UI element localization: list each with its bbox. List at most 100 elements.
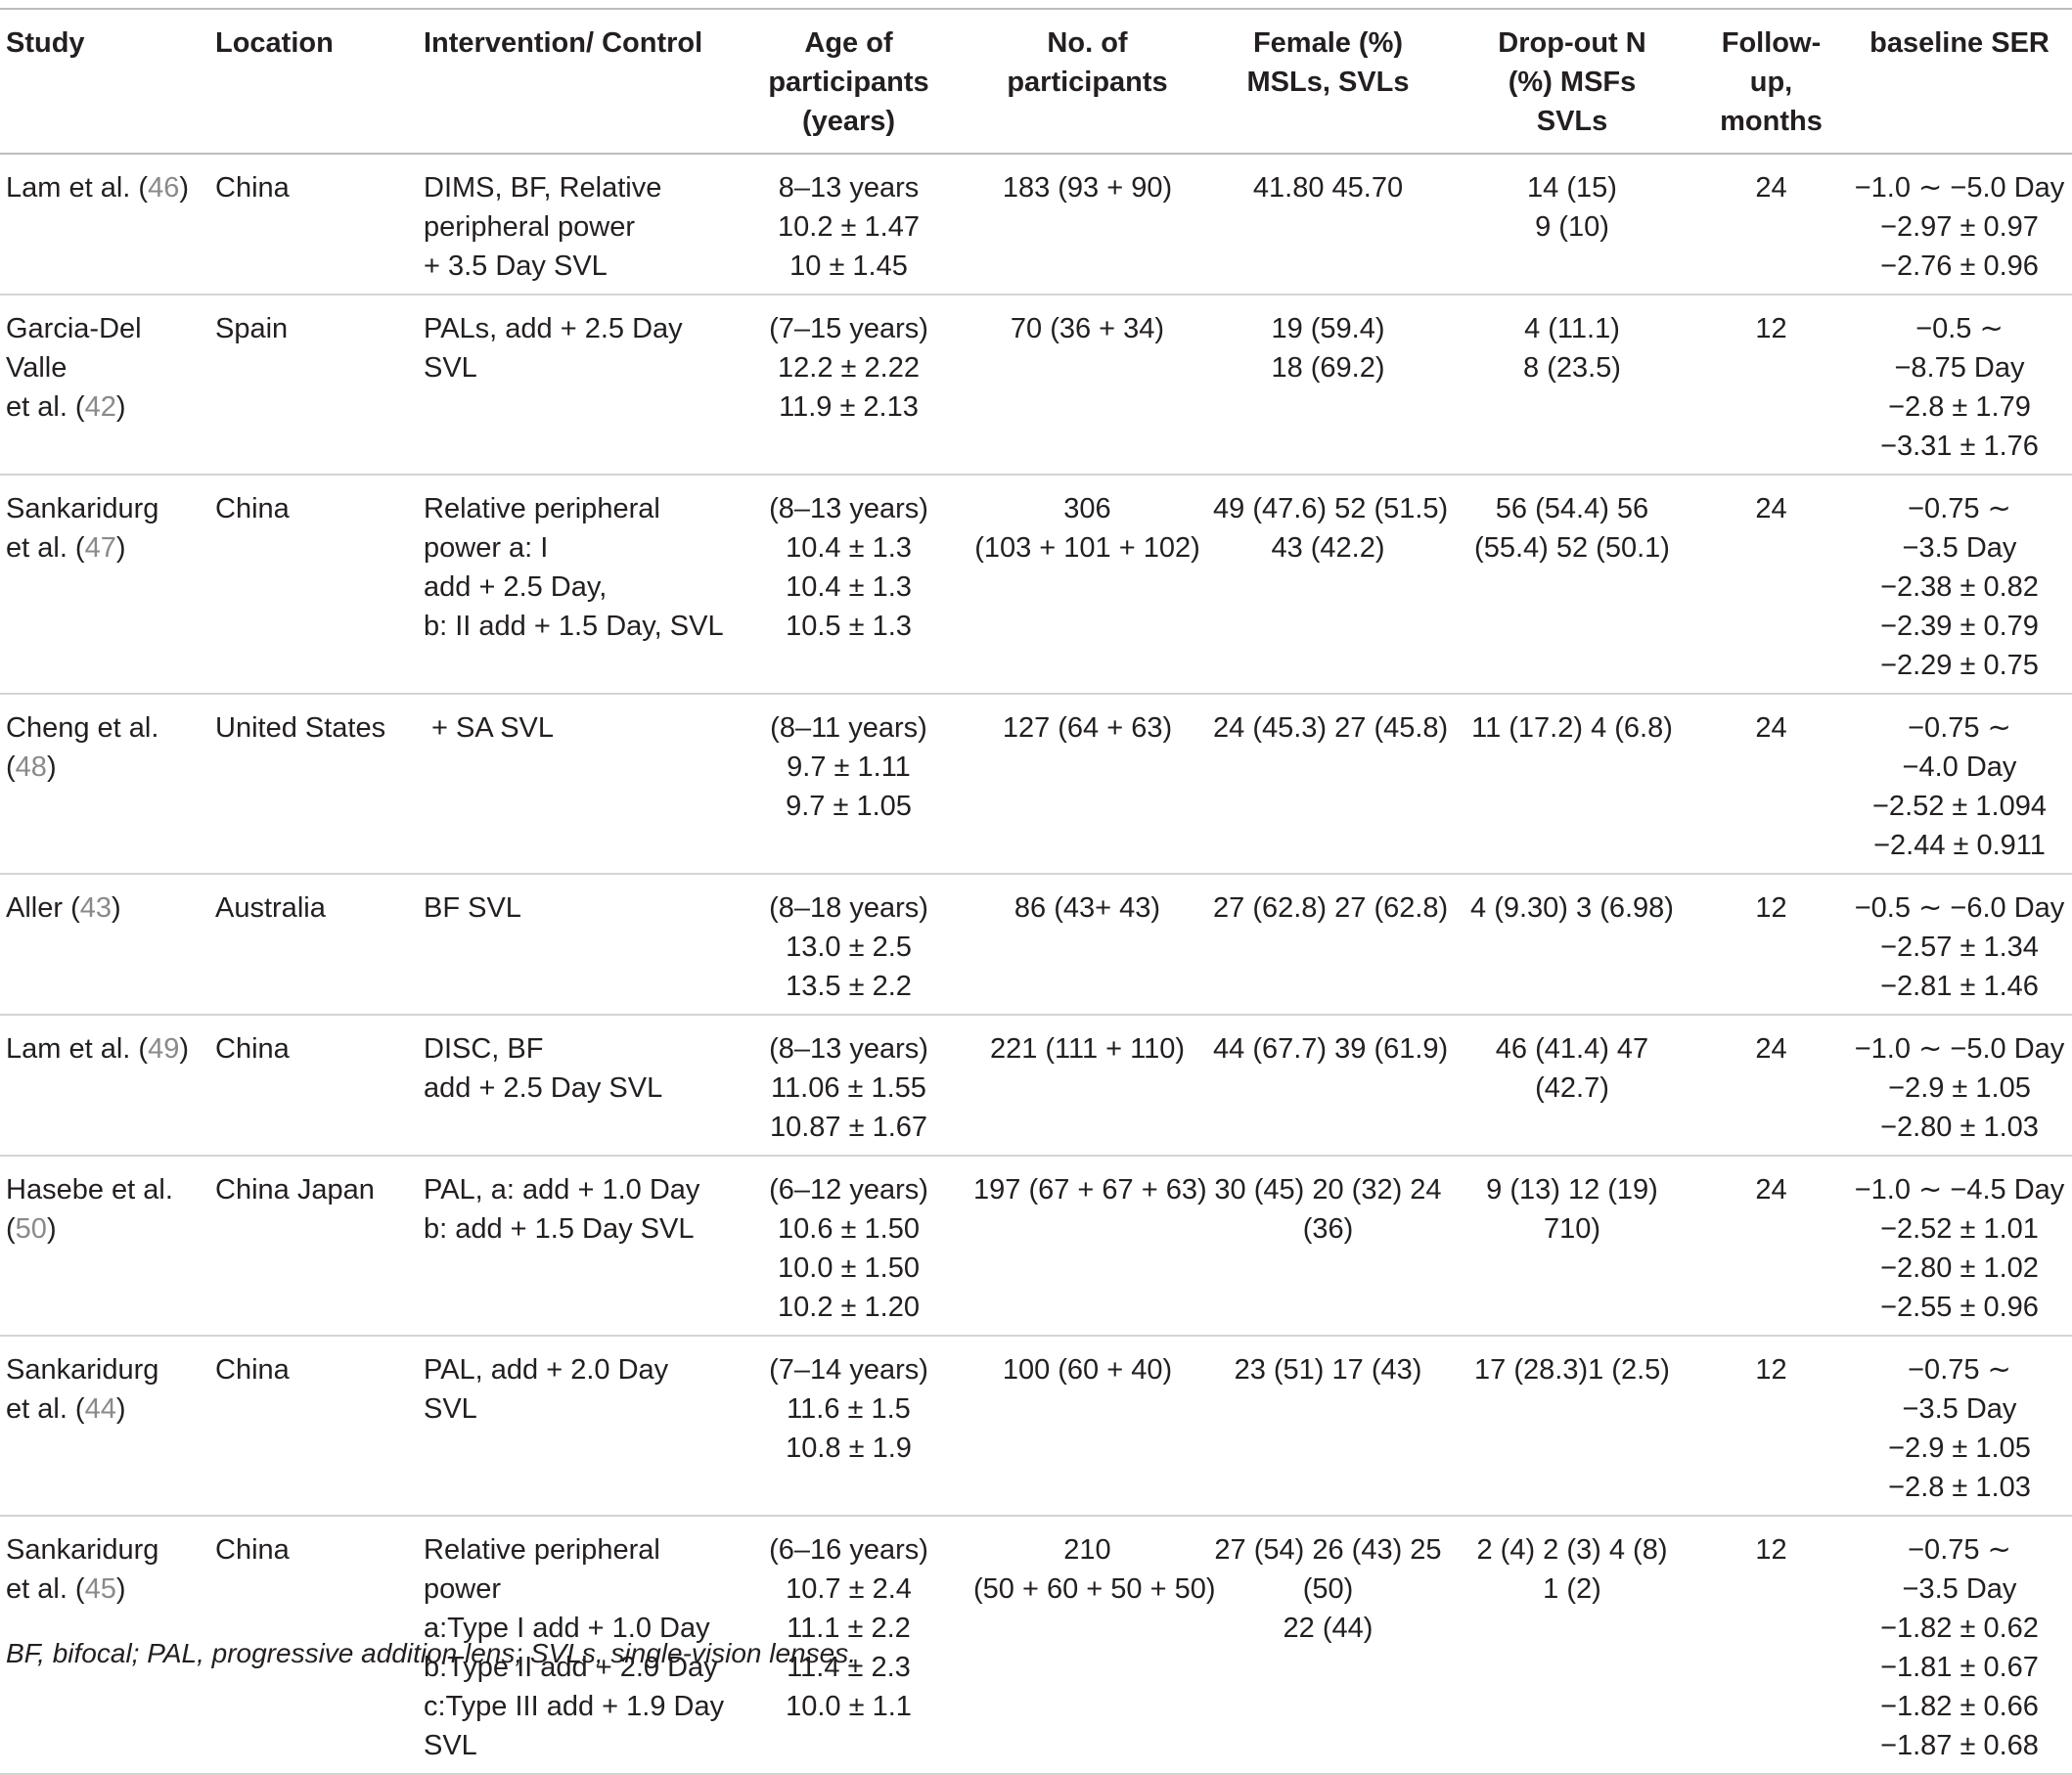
location-text-line: China: [215, 1534, 290, 1566]
ser-text-line: −1.81 ± 0.67: [1880, 1652, 2039, 1683]
reference-link[interactable]: 44: [84, 1393, 116, 1425]
header-text-line: participants: [1007, 67, 1168, 98]
cell-dropout: 46 (41.4) 47 (42.7): [1449, 1015, 1695, 1156]
header-text-line: months: [1720, 106, 1823, 137]
reference-link[interactable]: 45: [84, 1573, 116, 1605]
column-header-study: Study: [0, 9, 209, 154]
cell-ser: −0.75 ∼ −3.5 Day −2.9 ± 1.05 −2.8 ± 1.03: [1847, 1336, 2072, 1516]
ser-text-line: −2.55 ± 0.96: [1880, 1292, 2039, 1323]
ser-text-line: −1.82 ± 0.62: [1880, 1613, 2039, 1644]
header-text-line: participants: [768, 67, 929, 98]
cell-intervention: PAL, a: add + 1.0 Day b: add + 1.5 Day SV…: [418, 1156, 730, 1336]
cell-followup: 24: [1695, 475, 1847, 694]
female-text-line: 27 (62.8) 27 (62.8): [1213, 892, 1449, 924]
intervention-text-line: PALs, add + 2.5 Day: [424, 313, 683, 344]
age-text-line: 11.1 ± 2.2: [787, 1613, 911, 1644]
header-text-line: Female (%): [1252, 27, 1404, 59]
dropout-text-line: 9 (10): [1535, 211, 1609, 243]
female-text-line: 23 (51) 17 (43): [1234, 1354, 1422, 1386]
reference-link[interactable]: 48: [15, 751, 47, 783]
participants-text-line: 210: [1063, 1534, 1111, 1566]
cell-dropout: 11 (17.2) 4 (6.8): [1449, 694, 1695, 874]
age-text-line: 11.06 ± 1.55: [771, 1072, 926, 1104]
cell-followup: 12: [1695, 1516, 1847, 1774]
ser-text-line: −1.0 ∼ −5.0 Day: [1854, 1033, 2065, 1065]
study-citation-line: Sankaridurg: [6, 1350, 203, 1389]
female-text-line: 30 (45) 20 (32) 24: [1214, 1174, 1442, 1206]
study-text: Aller (: [6, 892, 80, 924]
ser-text-line: −2.8 ± 1.03: [1888, 1472, 2031, 1503]
dropout-text-line: 4 (9.30) 3 (6.98): [1470, 892, 1674, 924]
cell-study: Sankaridurg et al. (47): [0, 475, 209, 694]
age-text-line: 10.2 ± 1.20: [778, 1292, 920, 1323]
ser-text-line: −2.44 ± 0.911: [1873, 830, 2046, 861]
dropout-text-line: 56 (54.4) 56: [1495, 493, 1649, 524]
age-text-line: 11.6 ± 1.5: [787, 1393, 911, 1425]
age-text-line: (8–13 years): [769, 1033, 928, 1065]
age-text-line: 9.7 ± 1.05: [786, 791, 912, 822]
reference-link[interactable]: 42: [84, 391, 116, 423]
cell-followup: 24: [1695, 154, 1847, 295]
cell-ser: −1.0 ∼ −4.5 Day −2.52 ± 1.01 −2.80 ± 1.02 −…: [1847, 1156, 2072, 1336]
cell-followup: 24: [1695, 1156, 1847, 1336]
reference-link[interactable]: 43: [79, 892, 112, 924]
participants-text-line: 306: [1063, 493, 1111, 524]
cell-female: 19 (59.4) 18 (69.2): [1207, 295, 1449, 475]
followup-text-line: 12: [1755, 1534, 1787, 1566]
female-text-line: 43 (42.2): [1271, 532, 1385, 564]
age-text-line: 10.7 ± 2.4: [786, 1573, 912, 1605]
participants-text-line: 70 (36 + 34): [1010, 313, 1165, 344]
ser-text-line: −0.75 ∼: [1908, 1534, 2011, 1566]
cell-ser: −0.75 ∼ −4.0 Day −2.52 ± 1.094 −2.44 ± 0.91…: [1847, 694, 2072, 874]
reference-link[interactable]: 50: [15, 1213, 47, 1245]
ser-text-line: −2.8 ± 1.79: [1888, 391, 2031, 423]
ser-text-line: −0.75 ∼: [1908, 712, 2011, 744]
location-text-line: China Japan: [215, 1174, 375, 1206]
cell-participants: 306 (103 + 101 + 102): [968, 475, 1207, 694]
study-text: ): [179, 1033, 189, 1065]
age-text-line: (7–15 years): [769, 313, 928, 344]
cell-participants: 221 (111 + 110): [968, 1015, 1207, 1156]
study-text: et al. (: [6, 391, 85, 423]
reference-link[interactable]: 49: [148, 1033, 180, 1065]
location-text-line: Spain: [215, 313, 289, 344]
header-text-line: baseline SER: [1869, 27, 2049, 59]
ser-text-line: −2.38 ± 0.82: [1880, 571, 2039, 603]
intervention-text-line: SVL: [424, 1730, 477, 1761]
cell-female: 30 (45) 20 (32) 24 (36): [1207, 1156, 1449, 1336]
cell-age: (8–13 years) 10.4 ± 1.3 10.4 ± 1.3 10.5 ± 1…: [730, 475, 968, 694]
study-text: ): [115, 1393, 126, 1425]
study-text: (: [6, 751, 16, 783]
study-citation-line: Lam et al. (46): [6, 168, 203, 207]
dropout-text-line: 2 (4) 2 (3) 4 (8): [1476, 1534, 1668, 1566]
cell-participants: 100 (60 + 40): [968, 1336, 1207, 1516]
study-text: Sankaridurg: [6, 1534, 159, 1566]
age-text-line: 10.87 ± 1.67: [769, 1112, 928, 1143]
intervention-text-line: Relative peripheral: [424, 1534, 660, 1566]
dropout-text-line: 14 (15): [1527, 172, 1617, 204]
cell-location: China: [209, 475, 418, 694]
study-text: ): [46, 1213, 57, 1245]
cell-ser: −0.75 ∼ −3.5 Day −1.82 ± 0.62 −1.81 ± 0.67 −…: [1847, 1516, 2072, 1774]
study-text: ): [46, 751, 57, 783]
location-text-line: China: [215, 493, 290, 524]
location-text-line: China: [215, 1033, 290, 1065]
intervention-text-line: peripheral power: [424, 211, 636, 243]
age-text-line: 9.7 ± 1.11: [787, 751, 911, 783]
intervention-text-line: power a: I: [424, 532, 549, 564]
cell-study: Sankaridurg et al. (45): [0, 1516, 209, 1774]
intervention-text-line: add + 2.5 Day,: [424, 571, 608, 603]
cell-study: Cheng et al. (48): [0, 694, 209, 874]
cell-location: Spain: [209, 295, 418, 475]
study-citation-line: Cheng et al.: [6, 708, 203, 748]
cell-location: China Japan: [209, 1156, 418, 1336]
header-text-line: Location: [215, 27, 334, 59]
cell-dropout: 56 (54.4) 56 (55.4) 52 (50.1): [1449, 475, 1695, 694]
header-text-line: Age of: [804, 27, 893, 59]
location-text-line: China: [215, 172, 290, 204]
reference-link[interactable]: 47: [84, 532, 116, 564]
study-text: Sankaridurg: [6, 1354, 159, 1386]
cell-age: (8–18 years) 13.0 ± 2.5 13.5 ± 2.2: [730, 874, 968, 1015]
reference-link[interactable]: 46: [148, 172, 180, 204]
participants-text-line: 197 (67 + 67 + 63): [973, 1174, 1207, 1206]
